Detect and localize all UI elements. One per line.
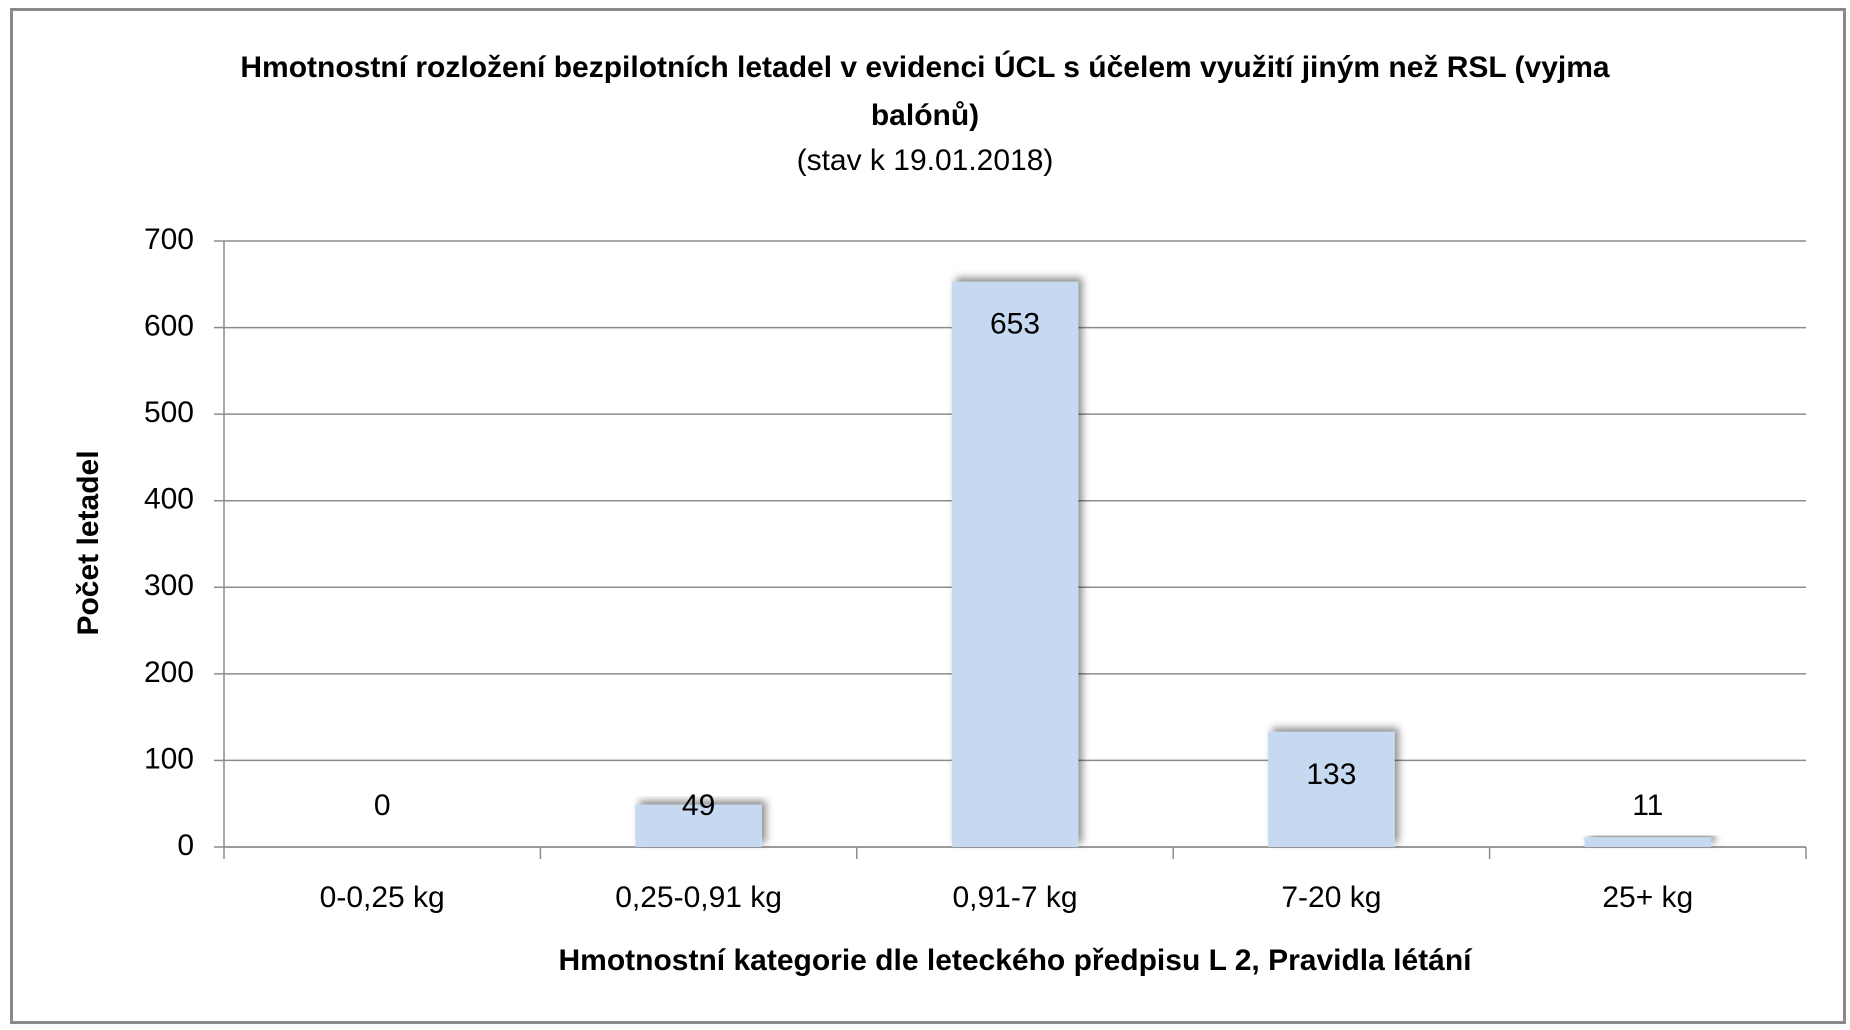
chart-subtitle: (stav k 19.01.2018) xyxy=(796,144,1054,177)
data-label: 0 xyxy=(374,789,391,822)
y-tick-label: 500 xyxy=(144,396,194,429)
bar xyxy=(1584,837,1712,847)
data-label: 653 xyxy=(990,308,1040,341)
y-axis-title: Počet letadel xyxy=(72,450,105,635)
bar xyxy=(951,281,1079,847)
x-axis-title: Hmotnostní kategorie dle leteckého předp… xyxy=(558,944,1473,977)
y-tick-label: 100 xyxy=(144,742,194,775)
x-tick-label: 0,91-7 kg xyxy=(952,881,1077,914)
x-tick-label: 7-20 kg xyxy=(1281,881,1381,914)
y-tick-label: 0 xyxy=(177,829,194,862)
y-tick-label: 600 xyxy=(144,309,194,342)
x-tick-label: 25+ kg xyxy=(1602,881,1693,914)
y-tick-label: 400 xyxy=(144,483,194,516)
y-tick-label: 300 xyxy=(144,569,194,602)
chart-title: Hmotnostní rozložení bezpilotních letade… xyxy=(240,51,1610,132)
data-label: 11 xyxy=(1632,789,1663,822)
data-label: 133 xyxy=(1306,758,1356,791)
bar xyxy=(1268,731,1395,847)
y-tick-label: 700 xyxy=(144,223,194,256)
data-label: 49 xyxy=(682,789,715,822)
bar xyxy=(635,804,762,847)
y-tick-label: 200 xyxy=(144,656,194,689)
x-tick-label: 0-0,25 kg xyxy=(320,881,445,914)
x-tick-label: 0,25-0,91 kg xyxy=(615,881,782,914)
chart-frame xyxy=(10,8,1846,1024)
